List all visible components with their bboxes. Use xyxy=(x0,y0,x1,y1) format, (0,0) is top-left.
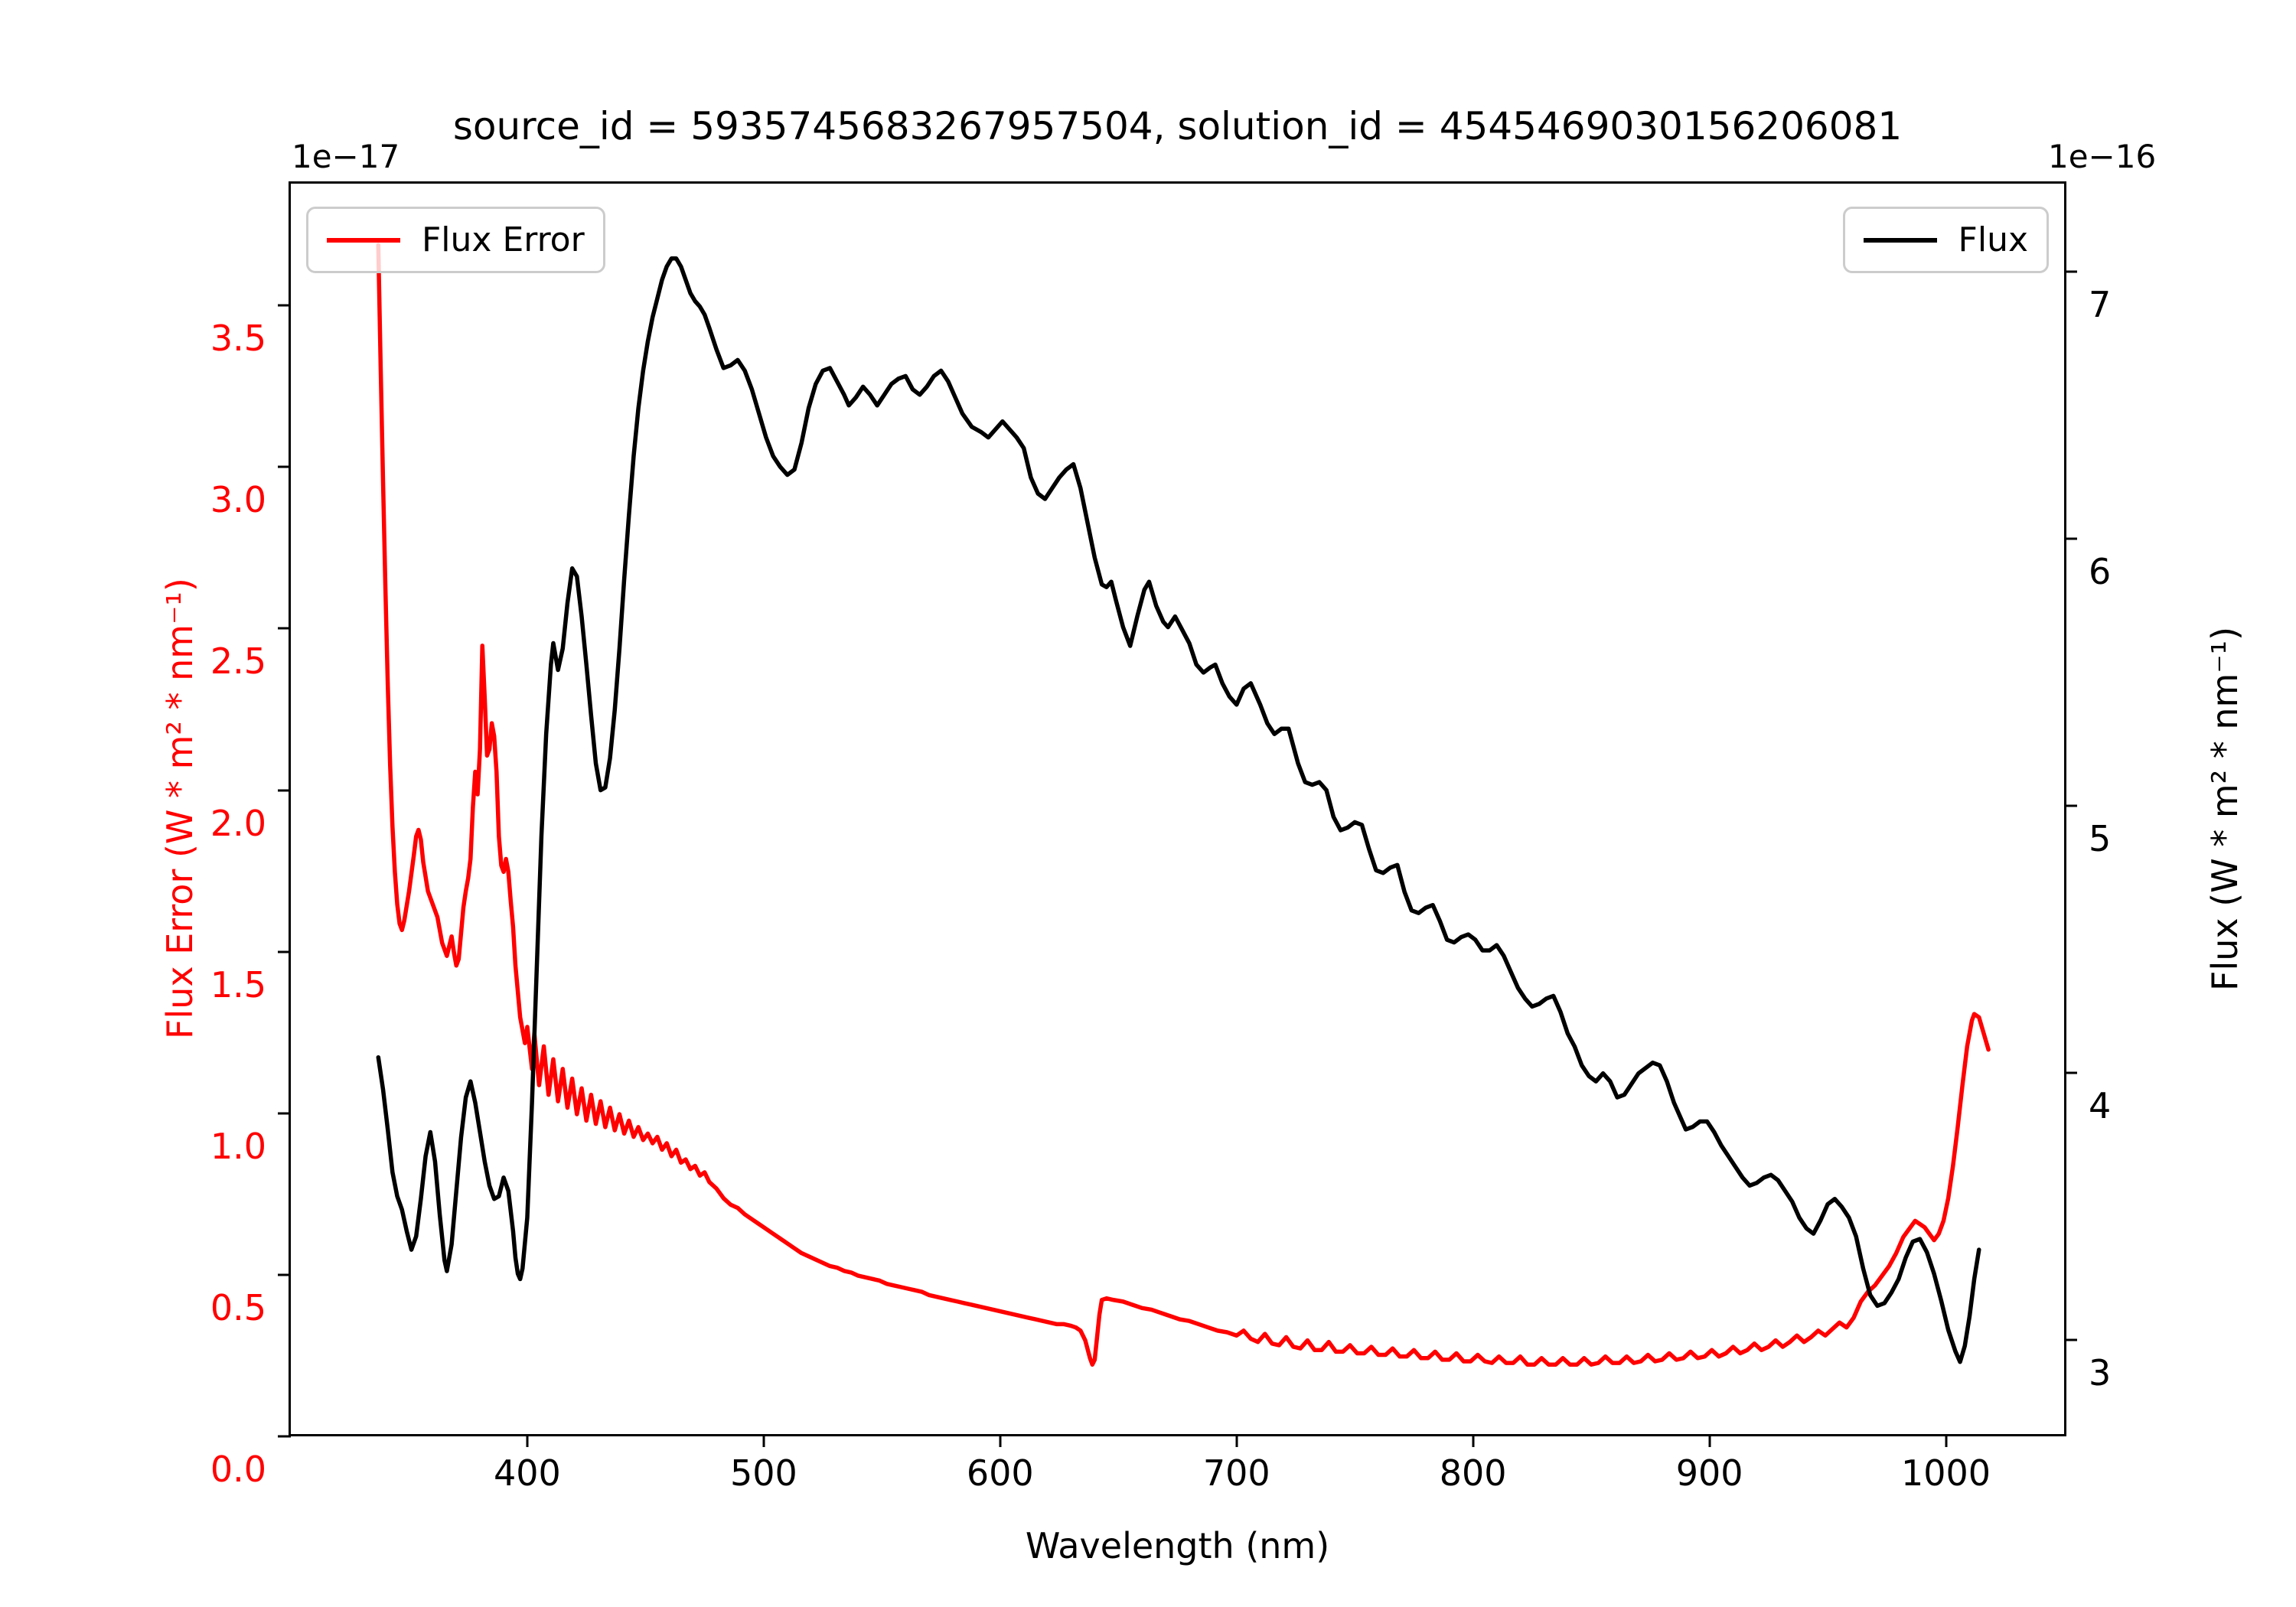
right-axis-tick-label: 6 xyxy=(2089,550,2112,592)
x-axis-tick-label: 500 xyxy=(729,1452,797,1494)
x-axis-tick xyxy=(762,1434,765,1447)
right-axis-tick xyxy=(2064,804,2077,807)
right-axis-offset-label: 1e−16 xyxy=(2048,138,2157,175)
left-axis-tick-label: 3.0 xyxy=(210,479,266,521)
plot-area: Flux Error Flux 400 500 600 700 800 900 1000 0.… xyxy=(210,181,2111,1491)
right-axis-tick xyxy=(2064,537,2077,540)
left-axis-tick xyxy=(278,1273,291,1276)
x-axis-tick xyxy=(1945,1434,1948,1447)
left-axis-tick xyxy=(278,304,291,307)
left-axis-tick xyxy=(278,1435,291,1438)
left-axis-tick xyxy=(278,465,291,468)
x-axis-tick-label: 900 xyxy=(1675,1452,1743,1494)
chart-title: source_id = 5935745683267957504, solutio… xyxy=(452,104,1903,148)
left-axis-tick xyxy=(278,1112,291,1115)
right-axis-tick xyxy=(2064,1071,2077,1074)
x-axis-tick xyxy=(999,1434,1002,1447)
x-axis-tick-label: 400 xyxy=(494,1452,561,1494)
right-axis-title: Flux (W * m² * nm⁻¹) xyxy=(2204,626,2245,992)
right-axis-tick-label: 7 xyxy=(2089,283,2112,325)
x-axis-tick xyxy=(1472,1434,1475,1447)
left-axis-tick-label: 2.0 xyxy=(210,802,266,844)
x-axis-tick-label: 600 xyxy=(966,1452,1034,1494)
left-axis-tick-label: 0.0 xyxy=(210,1449,266,1490)
left-axis-tick-label: 1.5 xyxy=(210,963,266,1006)
left-axis-tick xyxy=(278,950,291,953)
legend-flux: Flux xyxy=(1842,207,2049,273)
left-axis-tick xyxy=(278,789,291,792)
flux-line-swatch xyxy=(1863,237,1937,243)
series-line-flux xyxy=(378,259,1978,1362)
right-axis-tick xyxy=(2064,1338,2077,1341)
x-axis-title: Wavelength (nm) xyxy=(1025,1525,1330,1566)
legend-flux-error: Flux Error xyxy=(306,207,605,273)
chart-canvas xyxy=(291,184,2064,1434)
flux-error-line-swatch xyxy=(327,237,400,243)
x-axis-tick xyxy=(1235,1434,1238,1447)
legend-flux-label: Flux xyxy=(1958,220,2028,259)
x-axis-tick xyxy=(526,1434,529,1447)
series-line-flux-error xyxy=(378,245,1988,1364)
left-axis-title: Flux Error (W * m² * nm⁻¹) xyxy=(159,578,201,1040)
right-axis-tick-label: 3 xyxy=(2089,1352,2112,1394)
left-axis-tick-label: 1.0 xyxy=(210,1125,266,1167)
right-axis-tick xyxy=(2064,270,2077,273)
x-axis-tick xyxy=(1708,1434,1711,1447)
right-axis-tick-label: 5 xyxy=(2089,818,2112,860)
left-axis-tick-label: 2.5 xyxy=(210,641,266,683)
left-axis-tick xyxy=(278,627,291,630)
left-axis-offset-label: 1e−17 xyxy=(292,138,400,175)
x-axis-tick-label: 1000 xyxy=(1900,1452,1991,1494)
x-axis-tick-label: 700 xyxy=(1202,1452,1270,1494)
left-axis-tick-label: 0.5 xyxy=(210,1286,266,1328)
legend-flux-error-label: Flux Error xyxy=(422,220,585,259)
right-axis-tick-label: 4 xyxy=(2089,1085,2112,1127)
left-axis-tick-label: 3.5 xyxy=(210,318,266,360)
x-axis-tick-label: 800 xyxy=(1439,1452,1507,1494)
